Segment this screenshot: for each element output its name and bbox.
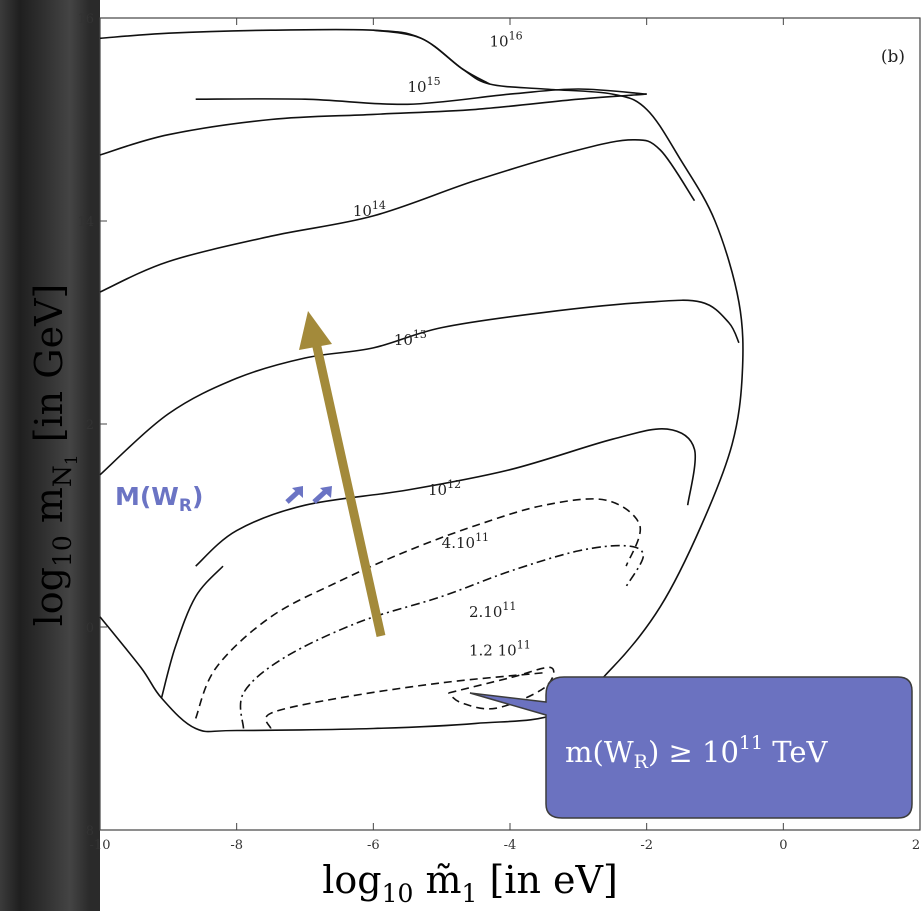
contour-label: 1013 [394, 328, 427, 349]
contour-line [194, 498, 642, 719]
y-ticks: 16 14 2 0 8 [77, 12, 107, 839]
x-tick-label: -10 [90, 838, 111, 853]
double-up-arrow-icon [285, 486, 332, 504]
x-tick-label: 0 [779, 838, 787, 853]
y-tick-label: 8 [86, 824, 94, 839]
y-tick-label: 14 [77, 215, 94, 230]
y-axis-title: log10 mN1 [in GeV] [27, 284, 82, 627]
contour-line [264, 671, 545, 729]
increase-arrow [299, 311, 386, 637]
contour-label: 2.1011 [469, 600, 516, 621]
x-tick-label: -6 [367, 838, 380, 853]
x-tick-label: -2 [640, 838, 653, 853]
contour-line [99, 28, 744, 733]
x-axis-title: log10 m̃1 [in eV] [322, 858, 618, 908]
callout-text: m(WR) ≥ 1011 TeV [565, 732, 829, 773]
contour-line [195, 88, 647, 106]
contour-label: 1014 [353, 199, 386, 220]
contour-line [99, 93, 647, 156]
contour-label: 1.2 1011 [469, 638, 531, 659]
contour-line [447, 666, 555, 710]
wr-label-text: M(WR) [115, 482, 203, 516]
arrow-shaft [310, 337, 386, 637]
y-tick-label: 2 [86, 418, 94, 433]
x-ticks: -10 -8 -6 -4 -2 0 2 [90, 18, 921, 853]
contour-line [99, 138, 696, 293]
contour-labels: 1016 1015 1014 1013 1012 4.1011 2.1011 1.2 1011 [353, 29, 531, 659]
contour-line [239, 544, 645, 729]
panel-label: (b) [881, 47, 905, 67]
wr-mass-label: M(WR) [115, 482, 332, 516]
contour-line [373, 29, 490, 85]
contour-label: 1015 [408, 75, 441, 96]
contour-label: 1012 [428, 478, 461, 499]
threshold-callout: m(WR) ≥ 1011 TeV [469, 676, 913, 819]
y-tick-label: 16 [77, 12, 94, 27]
contour-line [195, 427, 697, 567]
x-tick-label: -4 [504, 838, 517, 853]
y-tick-label: 0 [86, 621, 94, 636]
x-tick-label: 2 [912, 838, 920, 853]
contour-line [99, 299, 740, 476]
x-tick-label: -8 [230, 838, 243, 853]
contour-line [160, 565, 224, 699]
arrow-head-icon [299, 311, 332, 350]
contour-curves [99, 28, 744, 733]
callout-bubble [469, 676, 913, 819]
contour-label: 1016 [490, 29, 523, 50]
contour-label: 4.1011 [442, 531, 489, 552]
